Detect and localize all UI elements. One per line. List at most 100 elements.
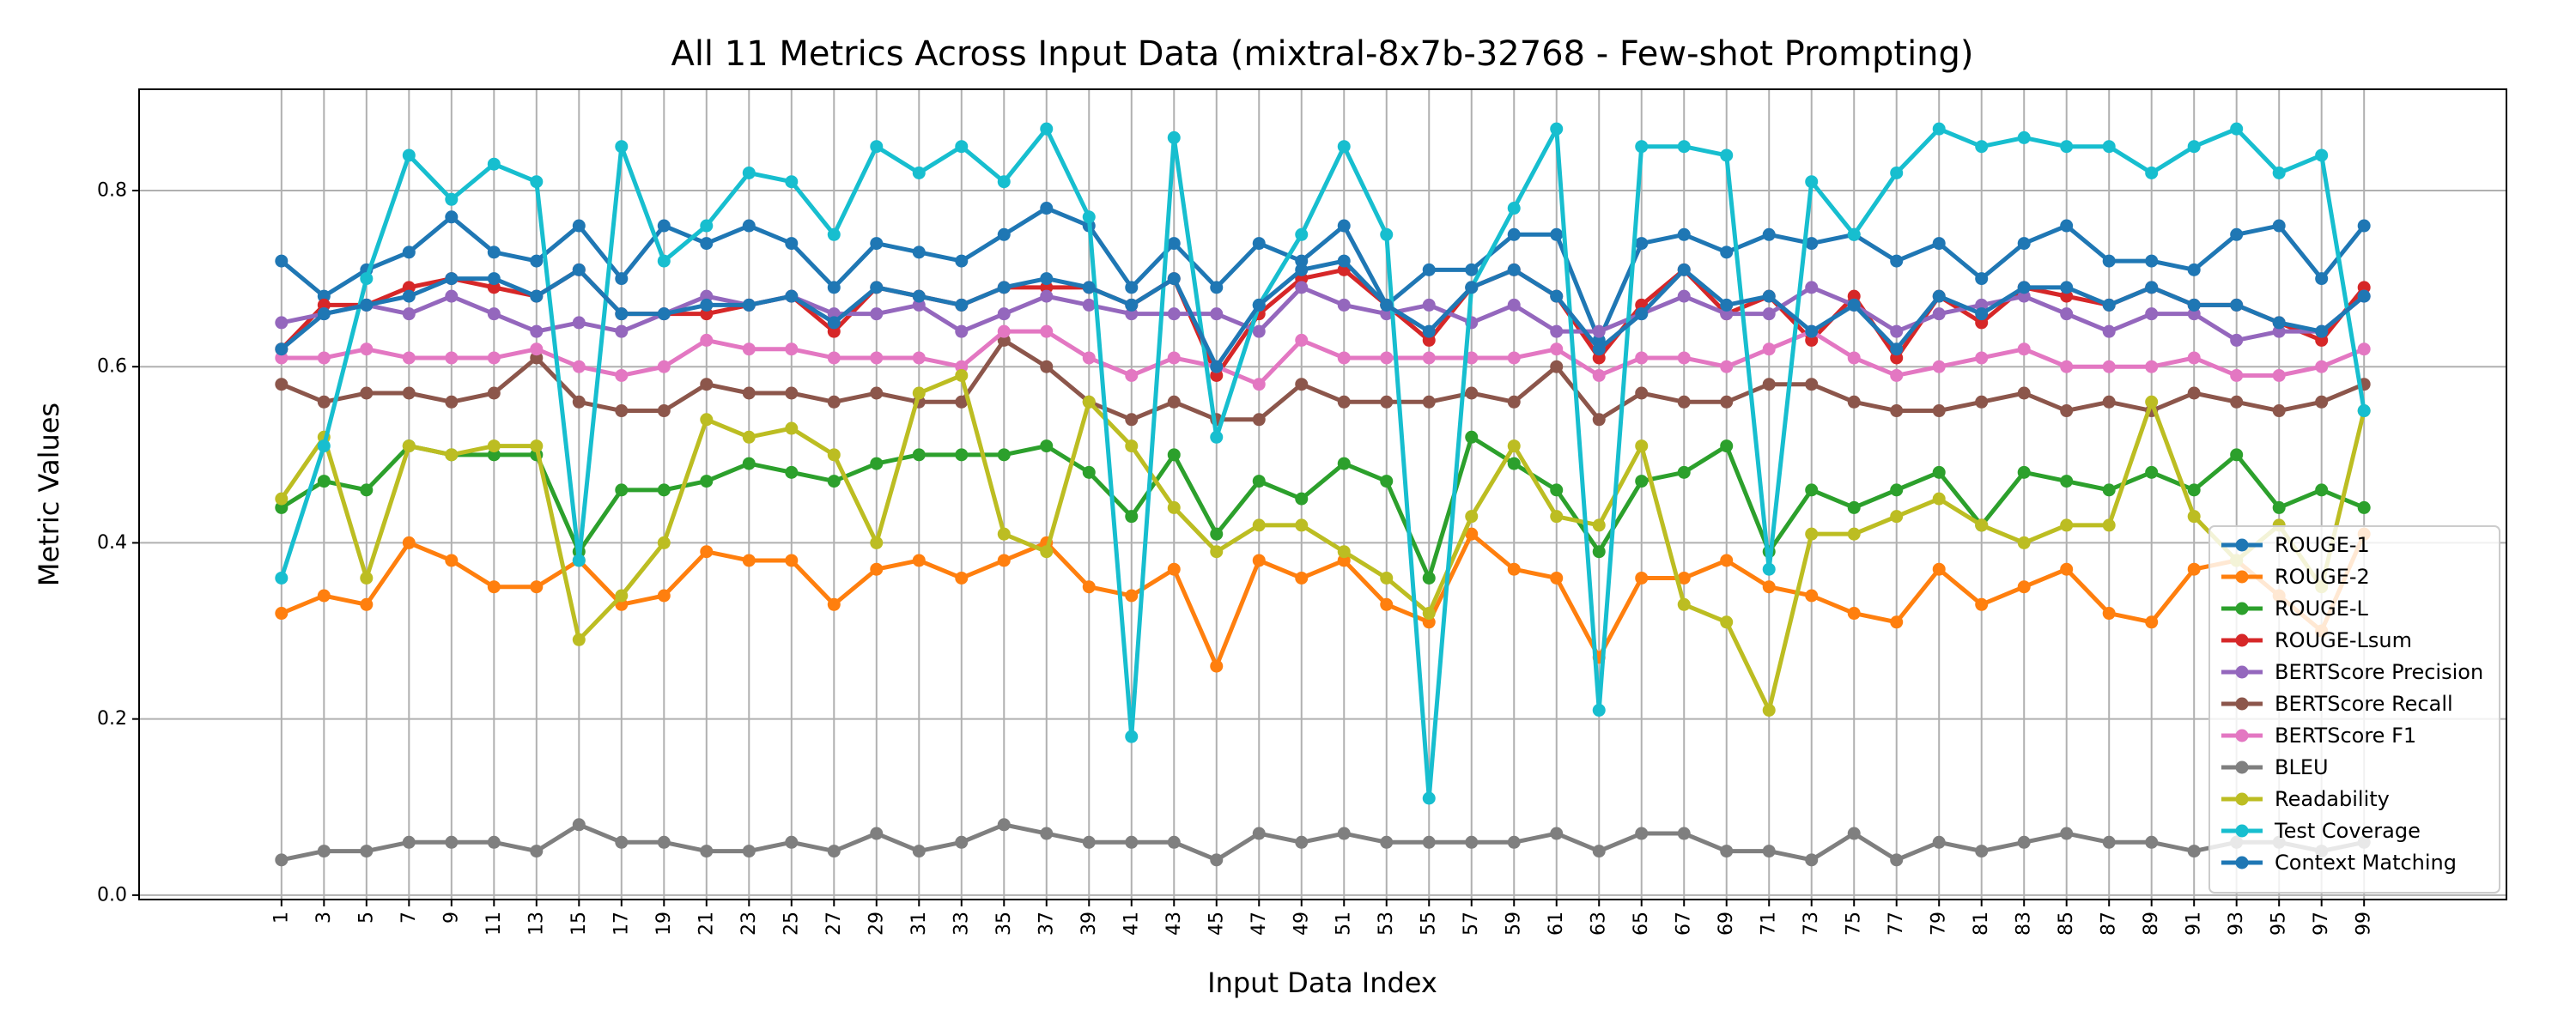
data-point <box>1635 140 1649 154</box>
data-point <box>1762 703 1776 717</box>
data-point <box>785 465 799 479</box>
data-point <box>2230 227 2244 241</box>
data-point <box>742 298 756 312</box>
data-point <box>1337 351 1351 365</box>
x-tick-label: 41 <box>1121 912 1142 936</box>
data-point <box>1167 395 1181 409</box>
data-point <box>700 378 714 391</box>
data-point <box>2357 500 2371 514</box>
data-point <box>827 395 841 409</box>
data-point <box>870 281 884 294</box>
data-point <box>445 395 459 409</box>
data-point <box>275 254 289 268</box>
data-point <box>1975 307 1989 321</box>
data-point <box>1040 545 1054 559</box>
data-point <box>402 386 416 400</box>
data-point <box>700 845 714 858</box>
data-point <box>1762 845 1776 858</box>
data-point <box>870 351 884 365</box>
data-point <box>2272 316 2286 330</box>
data-point <box>1890 254 1904 268</box>
data-point <box>1847 227 1861 241</box>
data-point <box>1082 465 1096 479</box>
data-point <box>1720 148 1734 162</box>
data-point <box>1720 615 1734 629</box>
data-point <box>1422 298 1436 312</box>
data-point <box>1847 500 1861 514</box>
data-point <box>1847 351 1861 365</box>
series-readability <box>275 368 2371 717</box>
data-point <box>2017 536 2031 549</box>
x-tick-label: 27 <box>823 912 845 936</box>
data-point <box>2315 360 2329 373</box>
data-point <box>2230 333 2244 347</box>
data-point <box>1550 227 1564 241</box>
data-point <box>997 307 1011 321</box>
data-point <box>1125 510 1139 524</box>
data-point <box>1635 237 1649 251</box>
series-line-context-matching <box>280 258 2366 369</box>
data-point <box>785 289 799 303</box>
data-point <box>1932 404 1946 418</box>
data-point <box>1082 210 1096 224</box>
legend-label: Context Matching <box>2275 851 2457 875</box>
data-point <box>827 351 841 365</box>
data-point <box>1847 395 1861 409</box>
data-point <box>2272 500 2286 514</box>
data-point <box>1380 307 1394 321</box>
data-point <box>487 307 501 321</box>
data-point <box>487 835 501 849</box>
legend-label: BERTScore Recall <box>2275 692 2453 716</box>
data-point <box>700 237 714 251</box>
data-point <box>2230 448 2244 462</box>
x-tick-label: 25 <box>781 912 802 936</box>
data-point <box>1295 254 1309 268</box>
x-tick-label: 63 <box>1589 912 1610 936</box>
series-rouge-1 <box>275 202 2371 347</box>
data-point <box>402 439 416 453</box>
data-point <box>2230 368 2244 382</box>
data-point <box>402 835 416 849</box>
data-point <box>1762 378 1776 391</box>
data-point <box>572 219 586 233</box>
data-point <box>1975 316 1989 330</box>
data-point <box>955 571 969 585</box>
data-point <box>1975 395 1989 409</box>
data-point <box>275 316 289 330</box>
data-point <box>657 307 671 321</box>
data-point <box>1210 545 1224 559</box>
data-point <box>445 351 459 365</box>
data-point <box>317 475 331 488</box>
legend-label: BERTScore F1 <box>2275 724 2416 748</box>
data-point <box>912 351 926 365</box>
x-tick-label: 67 <box>1674 912 1695 936</box>
data-point <box>2145 307 2159 321</box>
data-point <box>530 254 544 268</box>
data-point <box>1677 395 1691 409</box>
data-point <box>1592 351 1606 365</box>
data-point <box>445 210 459 224</box>
data-point <box>1167 448 1181 462</box>
data-point <box>1252 413 1266 427</box>
data-point <box>1592 518 1606 532</box>
data-point <box>615 272 629 286</box>
data-point <box>827 307 841 321</box>
data-point <box>2060 289 2074 303</box>
data-point <box>2187 845 2201 858</box>
data-point <box>1677 227 1691 241</box>
data-point <box>1252 475 1266 488</box>
data-point <box>912 289 926 303</box>
data-point <box>1040 324 1054 338</box>
data-point <box>402 351 416 365</box>
data-point <box>657 404 671 418</box>
x-tick-label: 81 <box>1971 912 1992 936</box>
data-point <box>1592 342 1606 356</box>
data-point <box>317 589 331 603</box>
data-point <box>2102 395 2116 409</box>
data-point <box>1040 202 1054 215</box>
data-point <box>1762 342 1776 356</box>
data-point <box>445 289 459 303</box>
legend-label: ROUGE-L <box>2275 597 2369 621</box>
data-point <box>1762 289 1776 303</box>
data-point <box>2357 404 2371 418</box>
